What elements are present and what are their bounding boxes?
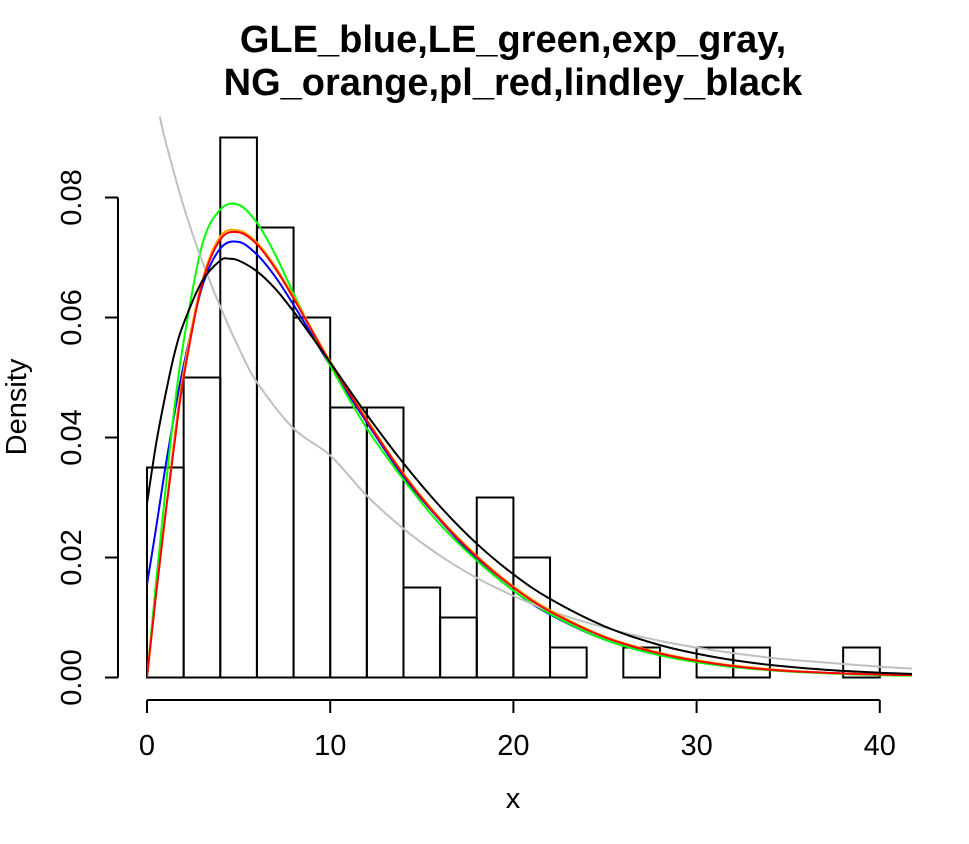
x-tick-label: 10 bbox=[314, 730, 346, 762]
density-curve bbox=[158, 116, 912, 670]
density-curve bbox=[147, 228, 912, 678]
density-curve bbox=[147, 230, 912, 678]
y-tick-label: 0.06 bbox=[56, 289, 88, 345]
histogram-bar bbox=[732, 646, 771, 679]
x-tick-label: 30 bbox=[680, 730, 712, 762]
y-tick-label: 0.00 bbox=[56, 649, 88, 705]
y-axis-label: Density bbox=[1, 358, 33, 455]
density-curves bbox=[147, 116, 912, 678]
histogram-bar bbox=[402, 586, 442, 679]
x-tick-label: 20 bbox=[497, 730, 529, 762]
histogram-bar bbox=[512, 556, 552, 679]
histogram-bar bbox=[842, 646, 881, 679]
x-axis: 0 10 20 30 40 bbox=[139, 699, 896, 762]
chart-title-line-1: GLE_blue,LE_green,exp_gray, bbox=[240, 19, 786, 61]
y-tick-label: 0.08 bbox=[56, 169, 88, 225]
histogram-bar bbox=[329, 406, 368, 679]
density-curve bbox=[147, 257, 912, 675]
y-axis: 0.00 0.02 0.04 0.06 0.08 bbox=[56, 169, 119, 706]
x-tick-label: 0 bbox=[139, 730, 155, 762]
chart-title-line-2: NG_orange,pl_red,lindley_black bbox=[224, 62, 804, 104]
x-axis-label: x bbox=[506, 783, 521, 815]
y-tick-label: 0.04 bbox=[56, 409, 88, 465]
density-curve bbox=[147, 240, 912, 677]
histogram-bar bbox=[292, 316, 332, 679]
density-curve bbox=[147, 202, 912, 678]
histogram-bar bbox=[549, 646, 588, 679]
histogram-bar bbox=[365, 406, 405, 679]
x-tick-label: 40 bbox=[864, 730, 896, 762]
histogram-bar bbox=[439, 616, 478, 679]
y-tick-label: 0.02 bbox=[56, 529, 88, 585]
histogram-bar bbox=[219, 136, 258, 679]
histogram-bar bbox=[182, 376, 222, 679]
